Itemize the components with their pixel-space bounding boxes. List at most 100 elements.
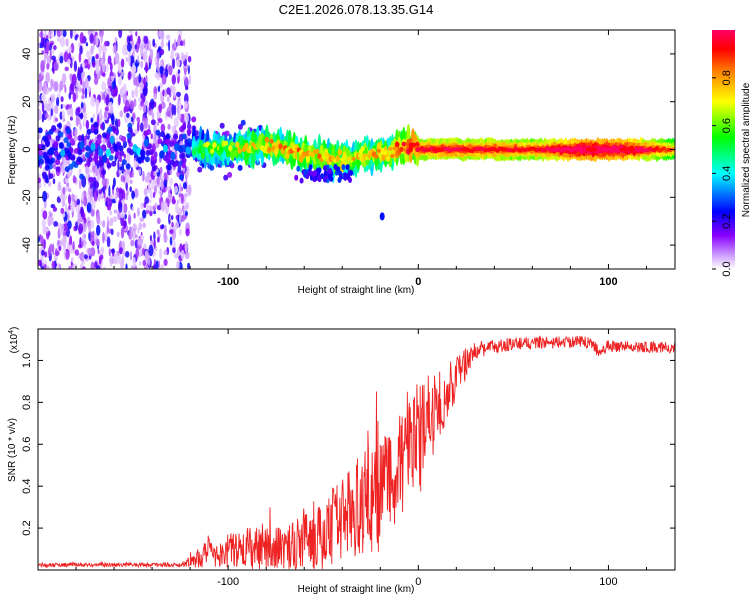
noise-speckle <box>123 203 128 214</box>
noise-speckle <box>185 228 190 237</box>
noise-speckle <box>171 215 174 220</box>
ridge-cell <box>200 146 206 154</box>
noise-speckle <box>52 163 57 170</box>
noise-speckle <box>50 78 54 89</box>
noise-speckle <box>69 244 73 254</box>
noise-speckle <box>104 106 109 112</box>
noise-speckle <box>131 190 136 199</box>
noise-speckle <box>48 216 54 225</box>
noise-speckle <box>171 58 176 70</box>
noise-speckle <box>83 233 87 239</box>
noise-speckle <box>150 133 153 140</box>
ridge-cell <box>191 148 197 156</box>
ridge-halo <box>38 127 43 134</box>
noise-speckle <box>82 266 86 269</box>
ridge-halo <box>99 160 105 167</box>
ridge-peak <box>408 142 417 147</box>
ridge-halo <box>41 171 47 178</box>
noise-speckle <box>59 52 64 57</box>
noise-speckle <box>96 213 101 225</box>
noise-speckle <box>70 30 73 39</box>
noise-speckle <box>123 171 128 177</box>
noise-speckle <box>173 104 177 116</box>
noise-speckle <box>57 181 61 192</box>
ridge-halo <box>38 177 41 184</box>
noise-speckle <box>156 168 159 173</box>
noise-speckle <box>148 62 151 70</box>
noise-speckle <box>112 216 118 223</box>
noise-speckle <box>169 177 173 186</box>
ridge-cell <box>340 157 345 162</box>
noise-speckle <box>179 243 183 253</box>
noise-speckle <box>40 30 43 39</box>
noise-speckle <box>69 83 75 95</box>
noise-speckle <box>152 192 156 198</box>
noise-speckle <box>58 222 62 230</box>
noise-speckle <box>81 73 85 81</box>
noise-speckle <box>185 169 190 178</box>
noise-speckle <box>79 237 82 248</box>
spectrogram-y-ticks: -40 -20 0 20 40 <box>21 48 675 253</box>
noise-speckle <box>61 110 65 122</box>
noise-speckle <box>70 200 76 213</box>
ridge-cell <box>219 145 224 153</box>
noise-speckle <box>107 55 112 65</box>
noise-speckle <box>174 52 178 57</box>
spec-x-tick-label: 0 <box>415 276 421 288</box>
spectrogram-panel: -100 0 100 -40 -20 0 20 40 Height of straight … <box>7 29 676 296</box>
snr-line <box>38 335 675 570</box>
noise-speckle <box>46 40 50 52</box>
noise-speckle <box>177 112 182 121</box>
snr-y-label: SNR (10 * v/v) <box>7 418 18 482</box>
noise-speckle <box>103 266 106 269</box>
noise-speckle <box>187 65 190 75</box>
noise-speckle <box>68 194 71 205</box>
noise-speckle <box>87 85 91 93</box>
ridge-spread <box>349 169 354 176</box>
noise-speckle <box>183 39 186 47</box>
noise-speckle <box>122 83 127 96</box>
noise-speckle <box>144 196 149 205</box>
ridge-halo <box>179 153 185 160</box>
noise-speckle <box>163 233 168 243</box>
isolated-point <box>379 212 385 221</box>
noise-speckle <box>148 42 152 49</box>
noise-speckle <box>158 103 162 114</box>
noise-speckle <box>112 93 115 98</box>
noise-speckle <box>119 156 123 163</box>
noise-speckle <box>122 45 126 56</box>
ridge-cell <box>310 152 315 158</box>
noise-speckle <box>78 52 82 63</box>
noise-speckle <box>139 248 143 256</box>
noise-speckle <box>105 94 110 106</box>
noise-speckle <box>106 62 109 73</box>
ridge-halo <box>55 159 61 166</box>
noise-speckle <box>71 107 74 119</box>
ridge-cell <box>314 148 320 154</box>
ridge-spread <box>303 169 308 175</box>
noise-speckle <box>73 60 77 72</box>
noise-speckle <box>72 92 77 103</box>
ridge-halo <box>58 143 64 149</box>
ridge-cell <box>228 144 233 152</box>
ridge-cell <box>374 154 379 159</box>
noise-speckle <box>149 234 152 242</box>
spectrogram-x-ticks: -100 0 100 <box>75 30 647 288</box>
noise-speckle <box>48 210 52 216</box>
spec-y-tick-label: 0 <box>21 146 33 152</box>
noise-speckle <box>135 31 138 37</box>
noise-speckle <box>154 72 159 79</box>
ridge-spread <box>317 176 322 183</box>
ridge-cell <box>337 148 343 156</box>
noise-speckle <box>171 126 176 134</box>
ridge-cell <box>210 148 215 154</box>
noise-speckle <box>57 239 61 246</box>
noise-speckle <box>45 72 51 84</box>
noise-speckle <box>64 66 69 72</box>
noise-speckle <box>99 108 102 115</box>
ridge-cell <box>235 141 240 148</box>
ridge-cell <box>102 154 108 163</box>
noise-speckle <box>177 164 182 174</box>
noise-speckle <box>184 251 190 260</box>
noise-speckle <box>95 63 100 75</box>
